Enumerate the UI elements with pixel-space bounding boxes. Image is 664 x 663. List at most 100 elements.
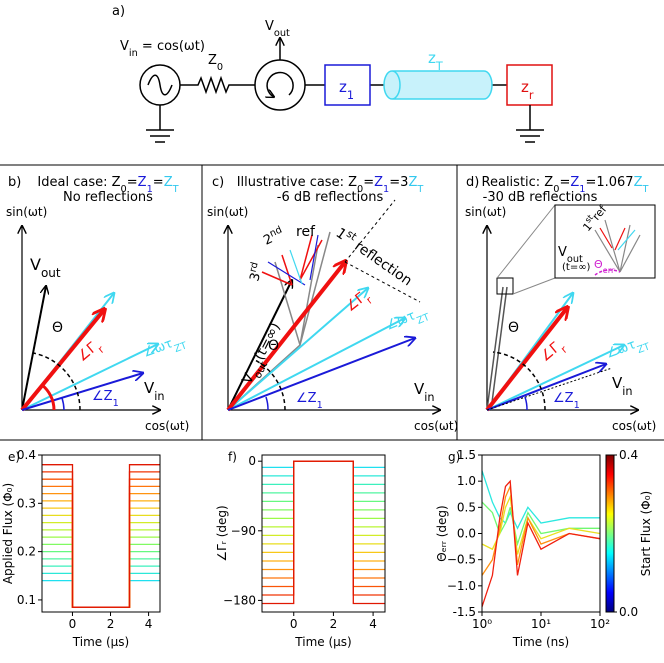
angle-arc <box>41 383 56 411</box>
x-tick-label: 0 <box>69 617 77 631</box>
axis-label: sin(ωt) <box>465 205 506 219</box>
text-part: T <box>416 184 423 195</box>
theta-arc <box>492 351 546 411</box>
y-tick-label: 0.5 <box>457 500 476 514</box>
panel-label: e) <box>8 450 20 464</box>
plot-frame <box>41 454 161 613</box>
text-part: Ideal case: Z <box>37 175 120 190</box>
panel-subtitle: -30 dB reflections <box>483 190 598 205</box>
sine-icon <box>147 74 173 96</box>
vector-label: Vin <box>612 374 633 398</box>
text-part: Z <box>374 175 383 190</box>
text-part: 0 <box>217 62 223 73</box>
x-tick-label: 10⁰ <box>472 617 492 631</box>
panel-label: b) <box>8 175 21 190</box>
text-part: rd <box>247 261 260 274</box>
text-part: r <box>364 294 375 307</box>
x-tick-label: 4 <box>369 617 377 631</box>
panel-label: d) <box>466 175 479 190</box>
text-part: 0 <box>553 184 559 195</box>
x-tick-label: 0 <box>290 617 298 631</box>
x-tick-label: 2 <box>330 617 338 631</box>
text-part: ZT <box>173 340 189 355</box>
guide <box>344 199 421 303</box>
x-tick-label: 4 <box>145 617 153 631</box>
y-tick-label: 0 <box>248 454 256 468</box>
colorbar-tick-label: 0.0 <box>619 605 638 619</box>
text-part: out <box>274 28 290 39</box>
gamma-vector <box>20 310 104 412</box>
panel-title: Realistic: Z0=Z1=1.067ZT <box>482 175 649 195</box>
text-part: in <box>622 385 632 398</box>
y-tick-label: −0.5 <box>447 553 476 567</box>
text-part: =1.067 <box>585 175 633 190</box>
inset-vectors <box>617 229 636 251</box>
text-part: in <box>154 390 164 403</box>
text-part: ∠Z <box>92 389 113 404</box>
gamma-vector <box>485 308 567 412</box>
transmission-line <box>383 70 493 100</box>
text-part: in <box>129 48 138 59</box>
plot-frame <box>261 454 386 613</box>
text-part: Z <box>634 175 643 190</box>
vector-label: Vout <box>30 255 61 280</box>
panel-title: Illustrative case: Z0=Z1=3ZT <box>237 175 424 195</box>
vout-label: Vout <box>265 19 290 39</box>
zr-label: zr <box>521 78 534 102</box>
text-part: 1 <box>347 89 354 102</box>
text-part: 1 <box>317 400 323 411</box>
reflection-vectors <box>261 234 323 286</box>
text-part: = <box>153 175 164 190</box>
panel-subtitle: No reflections <box>63 190 153 205</box>
angle-arc <box>61 397 65 411</box>
text-part: r <box>96 343 108 355</box>
y-tick-label: −180 <box>223 593 256 607</box>
text-part: 1 <box>147 184 153 195</box>
text-part: V <box>558 245 567 260</box>
vector <box>227 318 405 411</box>
panel-label: c) <box>212 175 224 190</box>
vector-label: Vout <box>558 245 583 265</box>
vout-vector <box>227 280 292 411</box>
x-axis-label: Time (ns) <box>512 635 569 649</box>
inset <box>554 204 656 279</box>
y-axis-label: Θₑᵣᵣ (deg) <box>435 505 449 561</box>
vout-vector <box>21 286 46 411</box>
theta-err-arc <box>594 269 621 276</box>
separators <box>0 164 664 441</box>
series-line <box>42 464 160 608</box>
y-tick-label: 0.4 <box>17 448 36 462</box>
text-part: z <box>428 49 436 67</box>
text-part: nd <box>268 224 284 239</box>
text-part: T <box>435 60 443 73</box>
z1-box <box>324 64 371 106</box>
guide <box>486 367 613 411</box>
panel-subtitle: -6 dB reflections <box>277 190 384 205</box>
text-part: ZT <box>415 312 431 327</box>
zoom-lines <box>496 204 556 295</box>
vin-vector <box>227 338 415 411</box>
text-part: r <box>559 343 571 355</box>
inset-vectors <box>599 227 626 251</box>
vin-label: Vin = cos(ωt) <box>120 39 205 59</box>
text-part: z <box>521 78 529 96</box>
panel-label: g) <box>448 450 460 464</box>
resistor <box>180 75 255 95</box>
text-part: T <box>172 184 179 195</box>
vector-label: Vin <box>414 380 435 404</box>
text-part: = <box>363 175 374 190</box>
vin-vector <box>21 373 143 411</box>
angle-label: ∠Z1 <box>296 391 323 411</box>
text-part: 1 <box>579 184 585 195</box>
angle-label: ∠Z1 <box>92 389 119 409</box>
angle-label: Θ <box>508 320 519 336</box>
y-tick-label: 1.5 <box>457 448 476 462</box>
theta-arc <box>254 359 286 411</box>
text-part: V <box>144 379 155 397</box>
text-part: z <box>339 78 347 96</box>
axis-label: sin(ωt) <box>6 205 47 219</box>
vin-vector <box>486 364 606 411</box>
panel-title: Ideal case: Z0=Z1=ZT <box>37 175 178 195</box>
inset-vectors <box>594 219 641 273</box>
